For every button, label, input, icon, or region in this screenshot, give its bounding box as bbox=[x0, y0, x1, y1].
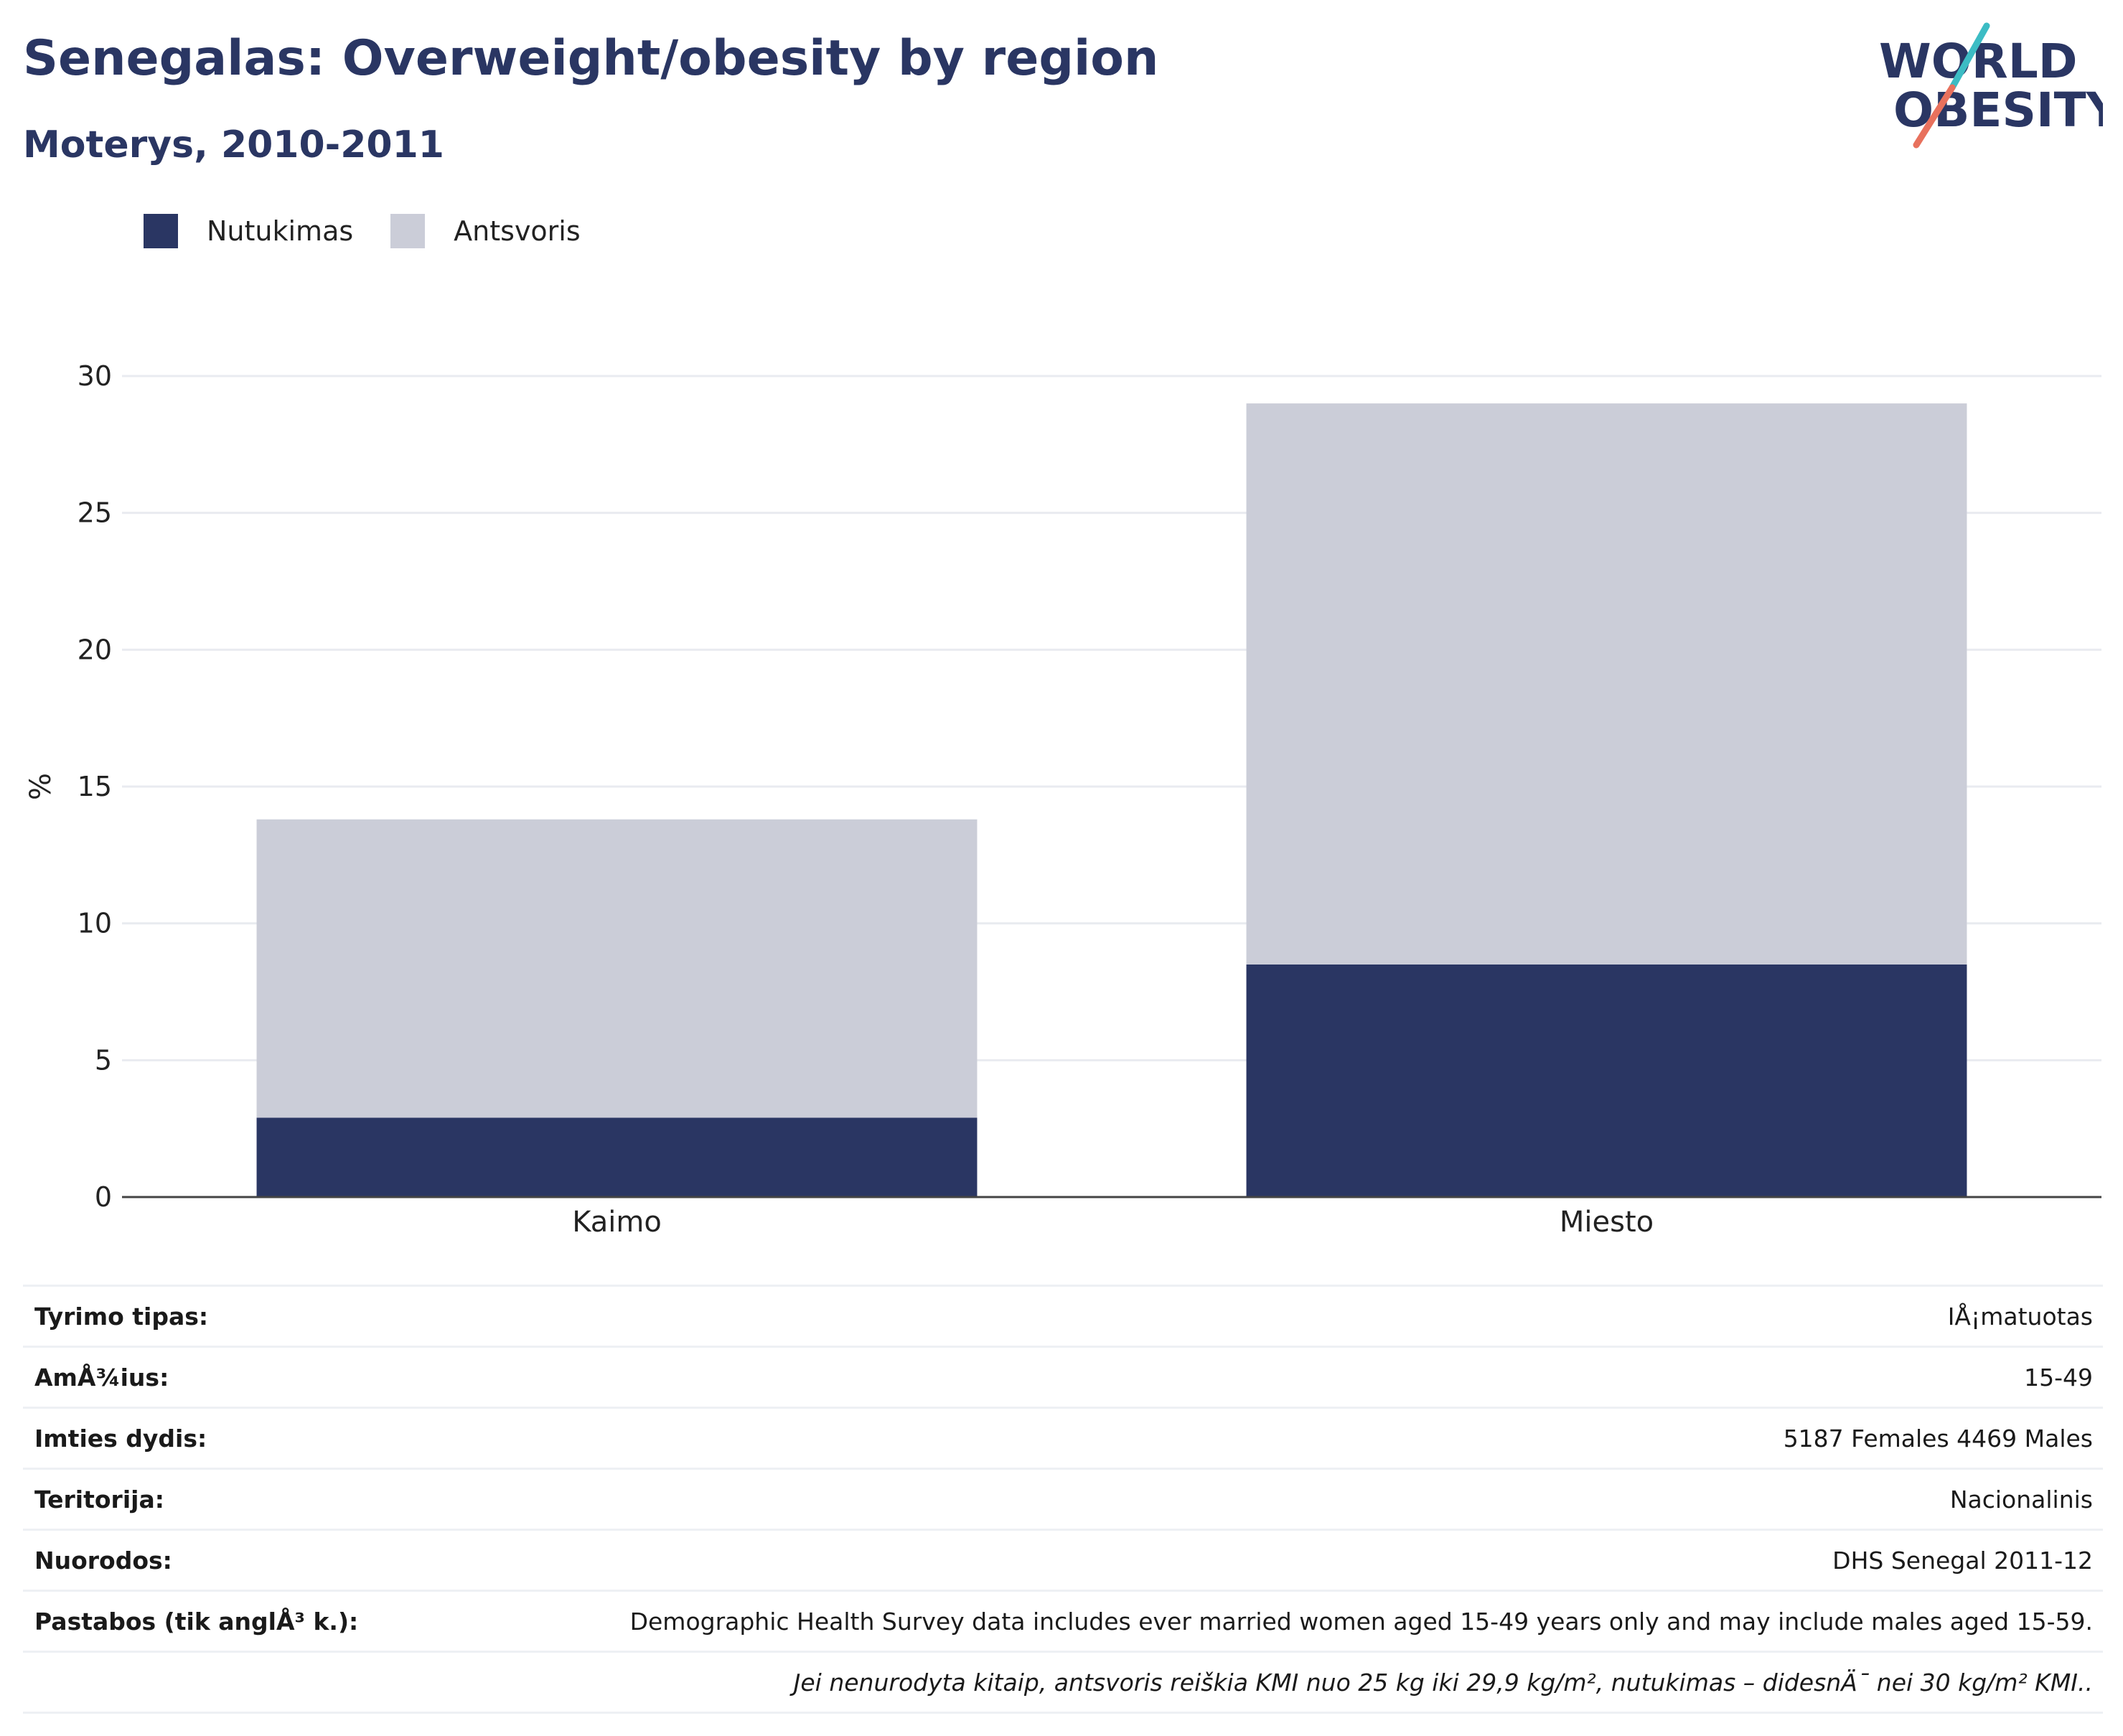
meta-label: Teritorija: bbox=[34, 1485, 164, 1514]
legend-swatch-obesity bbox=[144, 214, 178, 248]
meta-row-definition-note: Jei nenurodyta kitaip, antsvoris reiškia… bbox=[23, 1651, 2103, 1714]
meta-value: IÅ¡matuotas bbox=[1947, 1302, 2093, 1331]
meta-label: Imties dydis: bbox=[34, 1424, 207, 1453]
survey-info-table: Tyrimo tipas: IÅ¡matuotas AmÅ¾ius: 15-49… bbox=[23, 1285, 2103, 1714]
meta-label: Pastabos (tik anglÅ³ k.): bbox=[34, 1607, 359, 1636]
y-tick-label: 25 bbox=[78, 497, 112, 529]
chart-legend: Nutukimas Antsvoris bbox=[144, 214, 618, 248]
legend-item-overweight[interactable]: Antsvoris bbox=[390, 214, 581, 248]
bar-overweight-miesto bbox=[1246, 403, 1967, 965]
y-tick-label: 5 bbox=[95, 1044, 112, 1076]
meta-label: Nuorodos: bbox=[34, 1546, 172, 1575]
legend-item-obesity[interactable]: Nutukimas bbox=[144, 214, 353, 248]
meta-row-sample-size: Imties dydis: 5187 Females 4469 Males bbox=[23, 1407, 2103, 1468]
bar-chart: 0 5 10 15 20 25 30% Kaimo Miesto bbox=[24, 360, 2101, 1239]
meta-row-survey-type: Tyrimo tipas: IÅ¡matuotas bbox=[23, 1285, 2103, 1346]
legend-label-overweight: Antsvoris bbox=[454, 215, 581, 247]
y-tick-label: 0 bbox=[95, 1181, 112, 1213]
meta-value: DHS Senegal 2011-12 bbox=[1832, 1546, 2093, 1575]
meta-label: AmÅ¾ius: bbox=[34, 1363, 169, 1392]
meta-row-notes: Pastabos (tik anglÅ³ k.): Demographic He… bbox=[23, 1590, 2103, 1651]
meta-value: Demographic Health Survey data includes … bbox=[629, 1607, 2093, 1636]
x-tick-label: Miesto bbox=[1560, 1206, 1654, 1239]
meta-row-territory: Teritorija: Nacionalinis bbox=[23, 1468, 2103, 1529]
chart-title: Senegalas: Overweight/obesity by region bbox=[23, 30, 1159, 87]
meta-value: 5187 Females 4469 Males bbox=[1783, 1424, 2093, 1453]
y-axis-label: % bbox=[24, 773, 57, 800]
world-obesity-logo: WORLD OBESITY bbox=[1879, 22, 2103, 149]
legend-label-obesity: Nutukimas bbox=[207, 215, 354, 247]
y-tick-label: 15 bbox=[78, 771, 112, 802]
y-tick-label: 10 bbox=[78, 908, 112, 939]
meta-value: Nacionalinis bbox=[1949, 1485, 2093, 1514]
meta-row-references: Nuorodos: DHS Senegal 2011-12 bbox=[23, 1529, 2103, 1590]
meta-label: Tyrimo tipas: bbox=[34, 1302, 209, 1331]
y-tick-label: 30 bbox=[78, 360, 112, 392]
x-tick-label: Kaimo bbox=[572, 1206, 662, 1239]
bar-obesity-miesto bbox=[1246, 964, 1967, 1197]
legend-swatch-overweight bbox=[390, 214, 426, 248]
definition-note: Jei nenurodyta kitaip, antsvoris reiškia… bbox=[793, 1668, 2093, 1697]
chart-subtitle: Moterys, 2010-2011 bbox=[23, 123, 444, 166]
bar-overweight-kaimo bbox=[256, 819, 978, 1118]
meta-value: 15-49 bbox=[2024, 1363, 2093, 1392]
bar-obesity-kaimo bbox=[256, 1117, 978, 1197]
meta-row-age: AmÅ¾ius: 15-49 bbox=[23, 1346, 2103, 1407]
y-tick-label: 20 bbox=[78, 634, 112, 665]
